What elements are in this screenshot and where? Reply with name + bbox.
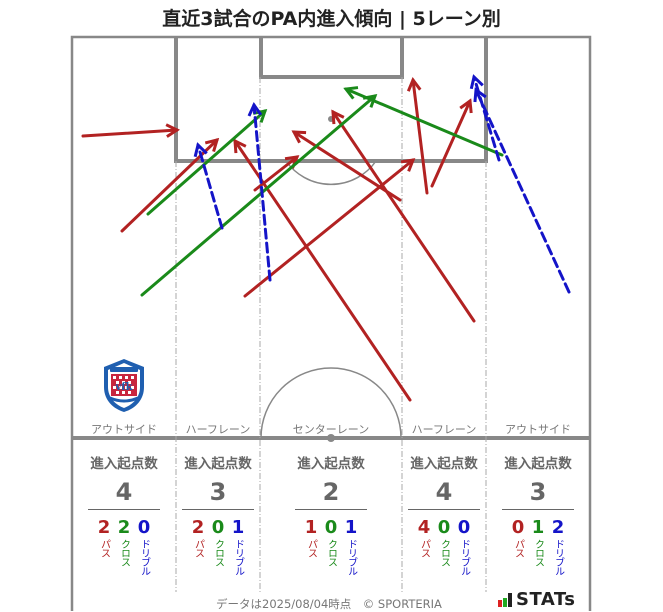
lane-label-right-outside: アウトサイド (505, 423, 571, 436)
pass-count: 0 (511, 517, 525, 538)
divider (502, 509, 574, 510)
pass-arrow (331, 109, 476, 323)
start-count: 2 (322, 478, 340, 506)
lane-stats-left-outside: 進入起点数 4 2 パス 2 クロス 0 ドリブル (72, 452, 176, 575)
lane-label-right-halfspace: ハーフレーン (411, 423, 477, 436)
pass-arrow (243, 158, 416, 298)
type-breakdown: 1 パス 0 クロス 1 ドリブル (260, 517, 402, 576)
pass-label: パス (98, 539, 110, 557)
pass-arrow (120, 137, 220, 233)
lane-label-left-halfspace: ハーフレーン (185, 423, 251, 436)
type-breakdown: 2 パス 2 クロス 0 ドリブル (72, 517, 176, 576)
pass-count: 4 (417, 517, 431, 538)
dribble-count: 0 (457, 517, 471, 538)
dribble-count: 2 (551, 517, 565, 538)
start-count: 3 (209, 478, 227, 506)
entry-arrows (81, 74, 571, 402)
cross-label: クロス (212, 539, 224, 566)
lane-label-center: センターレーン (292, 423, 370, 436)
lane-stats-left-halfspace: 進入起点数 3 2 パス 0 クロス 1 ドリブル (176, 452, 260, 575)
pass-arrow (253, 155, 300, 192)
pass-arrow (291, 130, 402, 202)
cross-arrow (343, 86, 504, 157)
lane-stats-right-halfspace: 進入起点数 4 4 パス 0 クロス 0 ドリブル (402, 452, 486, 575)
cross-label: クロス (118, 539, 130, 566)
cross-count: 2 (117, 517, 131, 538)
stats-logo: STATs (498, 589, 575, 610)
team-crest-icon: vfk (104, 359, 144, 412)
pass-label: パス (192, 539, 204, 557)
pass-arrow (81, 123, 181, 138)
cross-label: クロス (438, 539, 450, 566)
footer-credit: データは2025/08/04時点 © SPORTERIA (216, 597, 442, 611)
dribble-arrow (247, 101, 272, 282)
dribble-label: ドリブル (138, 539, 150, 575)
stat-header: 進入起点数 (90, 456, 158, 472)
type-breakdown: 2 パス 0 クロス 1 ドリブル (176, 517, 260, 576)
cross-count: 0 (437, 517, 451, 538)
dribble-label: ドリブル (552, 539, 564, 575)
start-count: 4 (115, 478, 133, 506)
stat-header: 進入起点数 (504, 456, 572, 472)
stat-header: 進入起点数 (297, 456, 365, 472)
dribble-count: 1 (231, 517, 245, 538)
cross-arrow (146, 109, 268, 216)
divider (182, 509, 254, 510)
pass-arrow (406, 76, 429, 195)
type-breakdown: 0 パス 1 クロス 2 ドリブル (486, 517, 590, 576)
cross-count: 0 (324, 517, 338, 538)
dribble-count: 1 (344, 517, 358, 538)
divider (88, 509, 160, 510)
dribble-label: ドリブル (232, 539, 244, 575)
cross-label: クロス (532, 539, 544, 566)
pass-count: 1 (304, 517, 318, 538)
lane-stats-right-outside: 進入起点数 3 0 パス 1 クロス 2 ドリブル (486, 452, 590, 575)
brand-name: STATs (516, 589, 576, 610)
dribble-arrow (193, 142, 224, 230)
dribble-label: ドリブル (345, 539, 357, 575)
cross-arrow (140, 94, 378, 297)
bar-chart-icon (498, 592, 512, 607)
start-count: 4 (435, 478, 453, 506)
pass-label: パス (418, 539, 430, 557)
dribble-label: ドリブル (458, 539, 470, 575)
chart-title: 直近3試合のPA内進入傾向 | 5レーン別 (162, 8, 501, 30)
pass-arrow (430, 98, 473, 188)
divider (295, 509, 367, 510)
pass-label: パス (512, 539, 524, 557)
pass-label: パス (305, 539, 317, 557)
cross-count: 0 (211, 517, 225, 538)
stat-header: 進入起点数 (410, 456, 478, 472)
cross-label: クロス (325, 539, 337, 566)
divider (408, 509, 480, 510)
pass-count: 2 (97, 517, 111, 538)
dribble-count: 0 (137, 517, 151, 538)
dribble-arrow (469, 74, 501, 162)
cross-count: 1 (531, 517, 545, 538)
dribble-arrow (473, 87, 571, 294)
pass-count: 2 (191, 517, 205, 538)
lane-label-left-outside: アウトサイド (91, 423, 157, 436)
start-count: 3 (529, 478, 547, 506)
svg-text:vfk: vfk (114, 382, 133, 393)
type-breakdown: 4 パス 0 クロス 0 ドリブル (402, 517, 486, 576)
lane-stats-center: 進入起点数 2 1 パス 0 クロス 1 ドリブル (260, 452, 402, 575)
stat-header: 進入起点数 (184, 456, 252, 472)
